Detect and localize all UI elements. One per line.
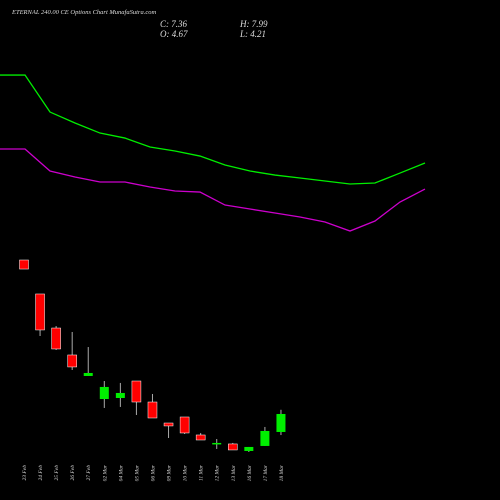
x-tick-label: 27 Feb: [86, 465, 92, 481]
chart-title: ETERNAL 240.00 CE Options Chart MunafaSu…: [11, 9, 156, 16]
candle-body: [195, 434, 206, 441]
high-label: H: 7.99: [239, 19, 268, 29]
candle-body: [51, 327, 61, 350]
candle-body: [228, 443, 238, 451]
x-tick-label: 12 Mar: [215, 464, 221, 481]
x-tick-label: 26 Feb: [70, 465, 76, 481]
candle-body: [244, 446, 254, 451]
candle-body: [260, 430, 270, 446]
indicator-line: [0, 148, 426, 232]
x-tick-label: 04 Mar: [117, 464, 124, 481]
x-tick-label: 25 Feb: [54, 465, 60, 481]
candle-body: [115, 392, 125, 398]
candle-body: [99, 386, 109, 399]
x-tick-label: 09 Mar: [167, 464, 173, 481]
candle-body: [147, 401, 158, 419]
candle-body: [131, 380, 142, 403]
x-tick-label: 18 Mar: [279, 464, 285, 481]
x-tick-label: 24 Feb: [37, 465, 44, 481]
x-tick-label: 10 Mar: [183, 464, 189, 481]
x-tick-label: 02 Mar: [102, 464, 108, 481]
candle-body: [67, 354, 77, 368]
candle-body: [35, 293, 45, 331]
x-tick-label: 05 Mar: [134, 464, 140, 481]
indicator-line: [0, 74, 426, 185]
candle-body: [19, 259, 29, 270]
low-label: L: 4.21: [239, 29, 266, 39]
x-tick-label: 16 Mar: [247, 464, 253, 481]
candle-body: [212, 442, 222, 445]
x-tick-label: 13 Mar: [231, 464, 237, 481]
x-tick-label: 23 Feb: [22, 465, 28, 481]
candle-body: [276, 413, 286, 432]
x-tick-label: 06 Mar: [150, 464, 156, 481]
open-label: O: 4.67: [160, 29, 188, 39]
close-label: C: 7.36: [160, 19, 188, 29]
x-tick-label: 11 Mar: [199, 464, 205, 481]
candle-body: [83, 372, 93, 376]
x-tick-label: 17 Mar: [263, 464, 269, 481]
candle-body: [179, 416, 190, 434]
candle-body: [163, 422, 174, 427]
